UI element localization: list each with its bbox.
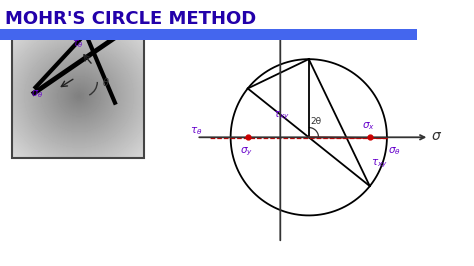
Text: MOHR'S CIRCLE METHOD: MOHR'S CIRCLE METHOD bbox=[5, 10, 256, 28]
Text: $\sigma$: $\sigma$ bbox=[431, 130, 442, 143]
Text: $\tau_\theta$: $\tau_\theta$ bbox=[72, 38, 84, 50]
Text: $\sigma_y$: $\sigma_y$ bbox=[240, 146, 253, 158]
Text: $\sigma_\theta$: $\sigma_\theta$ bbox=[31, 88, 43, 99]
Text: 2θ: 2θ bbox=[310, 117, 321, 126]
Text: $\theta$: $\theta$ bbox=[102, 76, 109, 88]
Text: $\sigma_x$: $\sigma_x$ bbox=[362, 120, 374, 132]
Text: $\tau$: $\tau$ bbox=[282, 28, 292, 42]
Text: $\tau_{xy}$: $\tau_{xy}$ bbox=[372, 158, 388, 170]
Text: $\tau_\theta$: $\tau_\theta$ bbox=[191, 125, 203, 136]
Bar bbox=[0, 29, 417, 40]
Text: $\sigma_\theta$: $\sigma_\theta$ bbox=[388, 146, 401, 157]
Text: $\tau_{xy}$: $\tau_{xy}$ bbox=[273, 109, 290, 122]
